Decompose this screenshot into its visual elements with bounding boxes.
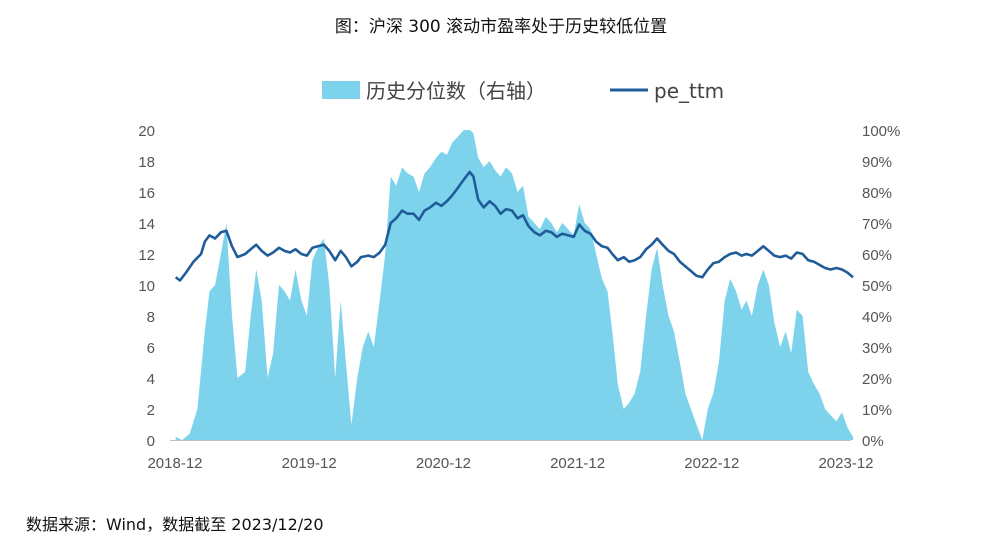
left-axis-ticks: 0 2 4 6 8 10 12 14 16 18 20 [138,123,155,450]
legend-line-label: pe_ttm [654,79,724,103]
left-tick-label: 0 [147,433,155,450]
left-tick-label: 8 [147,309,155,326]
right-tick-label: 80% [862,185,892,202]
right-tick-label: 90% [862,154,892,171]
left-tick-label: 14 [138,216,155,233]
right-tick-label: 30% [862,340,892,357]
right-tick-label: 10% [862,402,892,419]
data-source-note: 数据来源：Wind，数据截至 2023/12/20 [26,515,324,534]
x-tick-label: 2021-12 [550,455,605,472]
x-tick-label: 2019-12 [282,455,337,472]
x-axis-ticks: 2018-12 2019-12 2020-12 2021-12 2022-12 2023-… [147,455,873,472]
left-tick-label: 16 [138,185,155,202]
right-tick-label: 20% [862,371,892,388]
right-axis-ticks: 0% 10% 20% 30% 40% 50% 60% 70% 80% 90% 100% [862,123,900,450]
left-tick-label: 18 [138,154,155,171]
right-tick-label: 0% [862,433,884,450]
chart-canvas: 历史分位数（右轴） pe_ttm 0 2 4 6 8 10 12 14 16 18 20 0% 10%… [138,79,900,472]
chart-title: 图：沪深 300 滚动市盈率处于历史较低位置 [334,17,668,37]
left-tick-label: 20 [138,123,155,140]
pe-ttm-line [174,170,854,282]
x-tick-label: 2022-12 [684,455,739,472]
left-tick-label: 12 [138,247,155,264]
legend: 历史分位数（右轴） pe_ttm [322,79,724,103]
right-tick-label: 70% [862,216,892,233]
left-tick-label: 10 [138,278,155,295]
right-tick-label: 50% [862,278,892,295]
right-tick-label: 100% [862,123,900,140]
left-tick-label: 4 [147,371,155,388]
legend-area-swatch [322,81,360,99]
left-tick-label: 2 [147,402,155,419]
x-tick-label: 2020-12 [416,455,471,472]
percentile-area [175,130,853,440]
left-tick-label: 6 [147,340,155,357]
x-tick-label: 2018-12 [147,455,202,472]
right-tick-label: 60% [862,247,892,264]
x-tick-label: 2023-12 [818,455,873,472]
right-tick-label: 40% [862,309,892,326]
legend-area-label: 历史分位数（右轴） [366,79,546,103]
